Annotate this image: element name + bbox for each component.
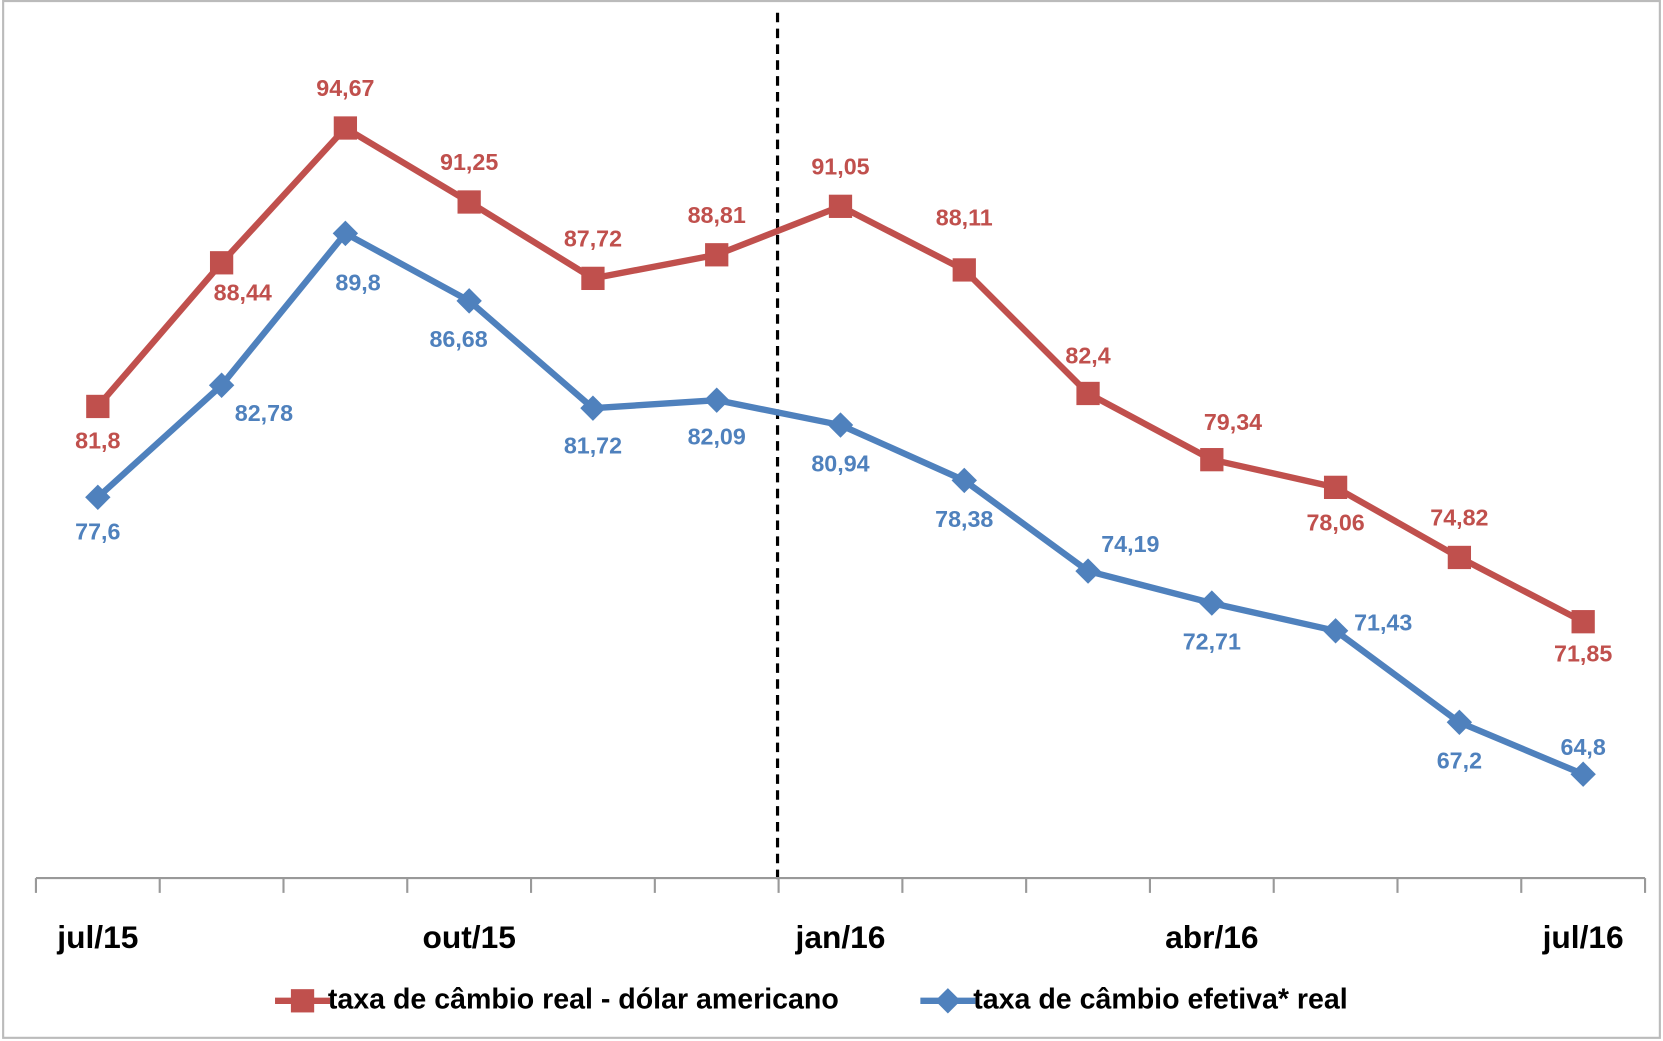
marker <box>828 194 853 218</box>
data-label: 71,85 <box>1554 641 1612 667</box>
x-tick-label: jul/16 <box>1542 919 1624 955</box>
data-label: 77,6 <box>75 518 120 544</box>
data-label: 87,72 <box>564 225 622 251</box>
data-label: 91,25 <box>440 149 498 175</box>
marker <box>1447 545 1472 570</box>
data-label: 74,82 <box>1430 505 1488 531</box>
marker <box>208 372 235 398</box>
data-label: 89,8 <box>335 269 380 295</box>
data-label: 82,09 <box>688 423 746 449</box>
legend-marker <box>290 989 315 1013</box>
marker <box>1571 610 1595 634</box>
data-label: 91,05 <box>811 153 869 179</box>
data-label: 72,71 <box>1183 628 1241 654</box>
data-label: 88,81 <box>688 202 746 228</box>
x-tick-label: jul/15 <box>56 919 138 955</box>
data-label: 64,8 <box>1561 734 1606 760</box>
marker <box>704 387 730 413</box>
marker <box>86 394 110 419</box>
marker <box>209 251 234 275</box>
marker <box>580 395 606 421</box>
data-label: 71,43 <box>1354 610 1412 636</box>
data-label: 82,4 <box>1065 343 1110 369</box>
data-label: 74,19 <box>1101 531 1159 557</box>
marker <box>581 266 605 291</box>
x-tick-label: abr/16 <box>1165 919 1258 955</box>
data-label: 86,68 <box>429 326 487 352</box>
data-label: 88,44 <box>214 280 272 306</box>
marker <box>456 288 482 314</box>
marker <box>1200 448 1224 472</box>
legend-label: taxa de câmbio real - dólar americano <box>328 983 839 1015</box>
data-label: 79,34 <box>1204 409 1262 435</box>
marker <box>333 116 358 140</box>
data-label: 80,94 <box>811 450 869 476</box>
x-tick-label: out/15 <box>422 919 515 955</box>
x-tick-label: jan/16 <box>795 919 886 955</box>
legend-label: taxa de câmbio efetiva* real <box>973 983 1347 1015</box>
data-label: 78,38 <box>935 506 993 532</box>
data-label: 82,78 <box>235 400 293 426</box>
data-label: 81,8 <box>75 428 120 454</box>
marker <box>1076 381 1100 406</box>
marker <box>1323 475 1348 499</box>
data-label: 78,06 <box>1306 510 1364 536</box>
data-label: 88,11 <box>936 204 993 230</box>
data-label: 94,67 <box>316 75 374 101</box>
marker <box>332 220 359 247</box>
data-label: 81,72 <box>564 432 622 458</box>
marker <box>457 190 481 214</box>
marker <box>705 243 729 267</box>
marker <box>952 258 976 282</box>
data-label: 67,2 <box>1437 748 1482 774</box>
